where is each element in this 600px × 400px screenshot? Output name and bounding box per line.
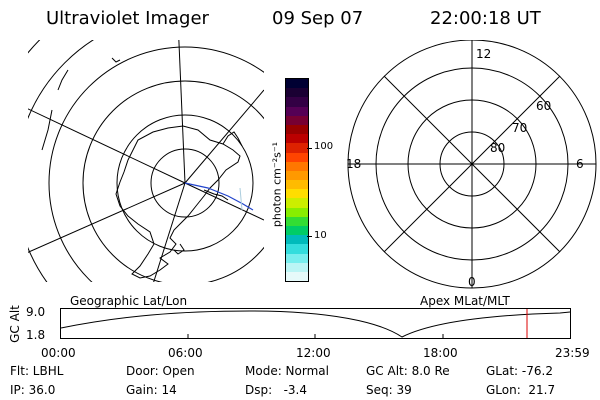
colorbar-band [286,88,308,98]
mlt-label-0: 0 [468,275,476,289]
altitude-y-top: 9.0 [26,305,46,319]
colorbar-band [286,207,308,217]
colorbar-band [286,262,308,272]
colorbar-band [286,124,308,135]
diagonal-line-2 [383,75,561,253]
colorbar-band [286,189,308,199]
altitude-tick-4: 23:59 [555,346,590,360]
colorbar-band [286,180,308,190]
apex-caption: Apex MLat/MLT [420,294,510,308]
colorbar-band [286,115,308,125]
mlat-label-70: 70 [512,121,527,135]
status-seq: Seq: 39 [366,383,412,397]
colorbar-label-10: 10 [314,230,327,241]
altitude-y-bottom: 1.8 [26,328,46,342]
colorbar-band [286,143,308,153]
colorbar-band [286,235,308,245]
mlat-label-80: 80 [490,141,505,155]
geographic-map [28,40,264,282]
status-mode: Mode: Normal [245,364,329,378]
mlt-label-12: 12 [476,47,491,61]
altitude-plot [60,308,571,339]
colorbar-unit-label: photon cm⁻²s⁻¹ [270,141,284,228]
geographic-caption: Geographic Lat/Lon [70,294,188,308]
status-ip: IP: 36.0 [10,383,56,397]
altitude-curve [60,310,571,338]
altitude-tick-3: 18:00 [423,346,458,360]
colorbar-band [286,134,308,144]
colorbar-band [286,226,308,236]
colorbar-band [286,253,308,263]
altitude-x-ticks [187,334,444,338]
altitude-tick-2: 12:00 [296,346,331,360]
altitude-tick-0: 00:00 [41,346,76,360]
status-flt: Flt: LBHL [10,364,64,378]
colorbar-band [286,152,308,162]
satellite-track [184,182,254,211]
instrument-title: Ultraviolet Imager [46,8,209,29]
altitude-plot-frame [60,308,571,339]
colorbar-band [286,244,308,254]
altitude-axis-label: GC Alt [8,305,22,343]
colorbar-band [286,79,308,89]
mlt-label-18: 18 [346,157,361,171]
status-gc-alt: GC Alt: 8.0 Re [366,364,450,378]
mlat-label-60: 60 [536,99,551,113]
colorbar-band [286,106,308,116]
status-door: Door: Open [126,364,195,378]
sensor-mark [239,187,243,211]
antarctica-coastline [41,57,243,279]
colorbar-band [286,97,308,107]
apex-polar-plot: 12 18 6 0 60 70 80 [346,40,597,289]
longitude-lines [28,40,264,282]
mlt-label-6: 6 [576,157,584,171]
colorbar-band [286,161,308,171]
status-dsp: Dsp: -3.4 [245,383,308,397]
colorbar-tick-100 [307,148,312,149]
colorbar-band [286,271,308,282]
colorbar [285,78,309,282]
status-glon: GLon: 21.7 [486,383,556,397]
header-date: 09 Sep 07 [272,8,364,29]
colorbar-tick-10 [307,236,312,237]
colorbar-label-100: 100 [314,141,334,152]
colorbar-band [286,170,308,181]
altitude-tick-1: 06:00 [168,346,203,360]
colorbar-band [286,216,308,226]
status-glat: GLat: -76.2 [486,364,553,378]
latitude-circles [28,40,264,282]
colorbar-band [286,198,308,208]
status-gain: Gain: 14 [126,383,177,397]
header-time: 22:00:18 UT [430,8,541,29]
